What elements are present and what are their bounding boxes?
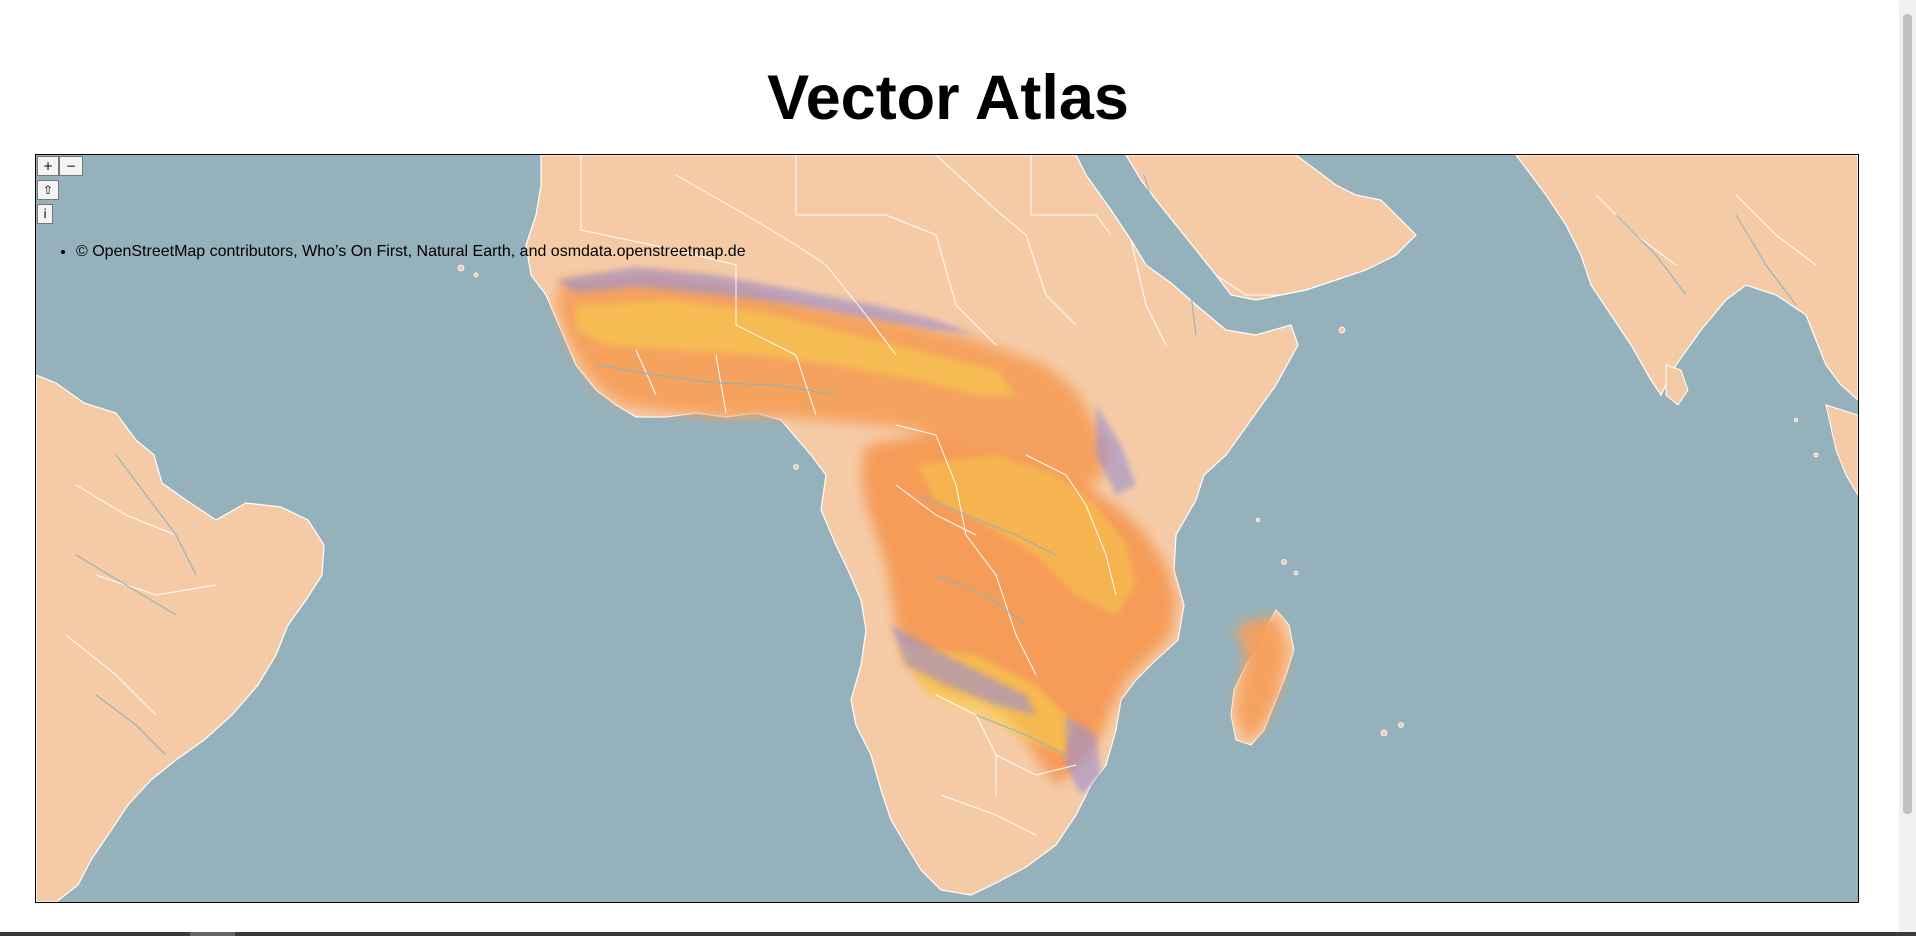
attribution-info-button[interactable]: i [37, 204, 53, 224]
land-arabia [1125, 155, 1417, 301]
zoom-out-button[interactable]: − [59, 156, 83, 176]
islands [457, 264, 1819, 737]
vertical-scrollbar[interactable] [1899, 0, 1916, 936]
map-canvas[interactable] [36, 155, 1858, 902]
rivers [75, 164, 1797, 756]
country-borders [65, 155, 1817, 836]
vertical-scrollbar-thumb[interactable] [1903, 14, 1912, 814]
page-title: Vector Atlas [767, 63, 1129, 133]
land-sri-lanka [1665, 364, 1689, 406]
land-southeast-asia [1825, 404, 1858, 496]
zoom-in-button[interactable]: + [37, 156, 59, 176]
attribution-list: © OpenStreetMap contributors, Who’s On F… [56, 241, 746, 263]
reset-rotation-button[interactable]: ⇧ [37, 180, 59, 200]
horizontal-scrollbar[interactable] [0, 932, 1916, 936]
species-overlay-purple [556, 267, 1136, 795]
land-south-america [36, 374, 325, 902]
map-container[interactable]: + − ⇧ i © OpenStreetMap contributors, Wh… [35, 154, 1859, 903]
attribution-text: © OpenStreetMap contributors, Who’s On F… [76, 241, 746, 263]
land-india [1515, 155, 1858, 401]
horizontal-scrollbar-thumb[interactable] [190, 932, 235, 936]
